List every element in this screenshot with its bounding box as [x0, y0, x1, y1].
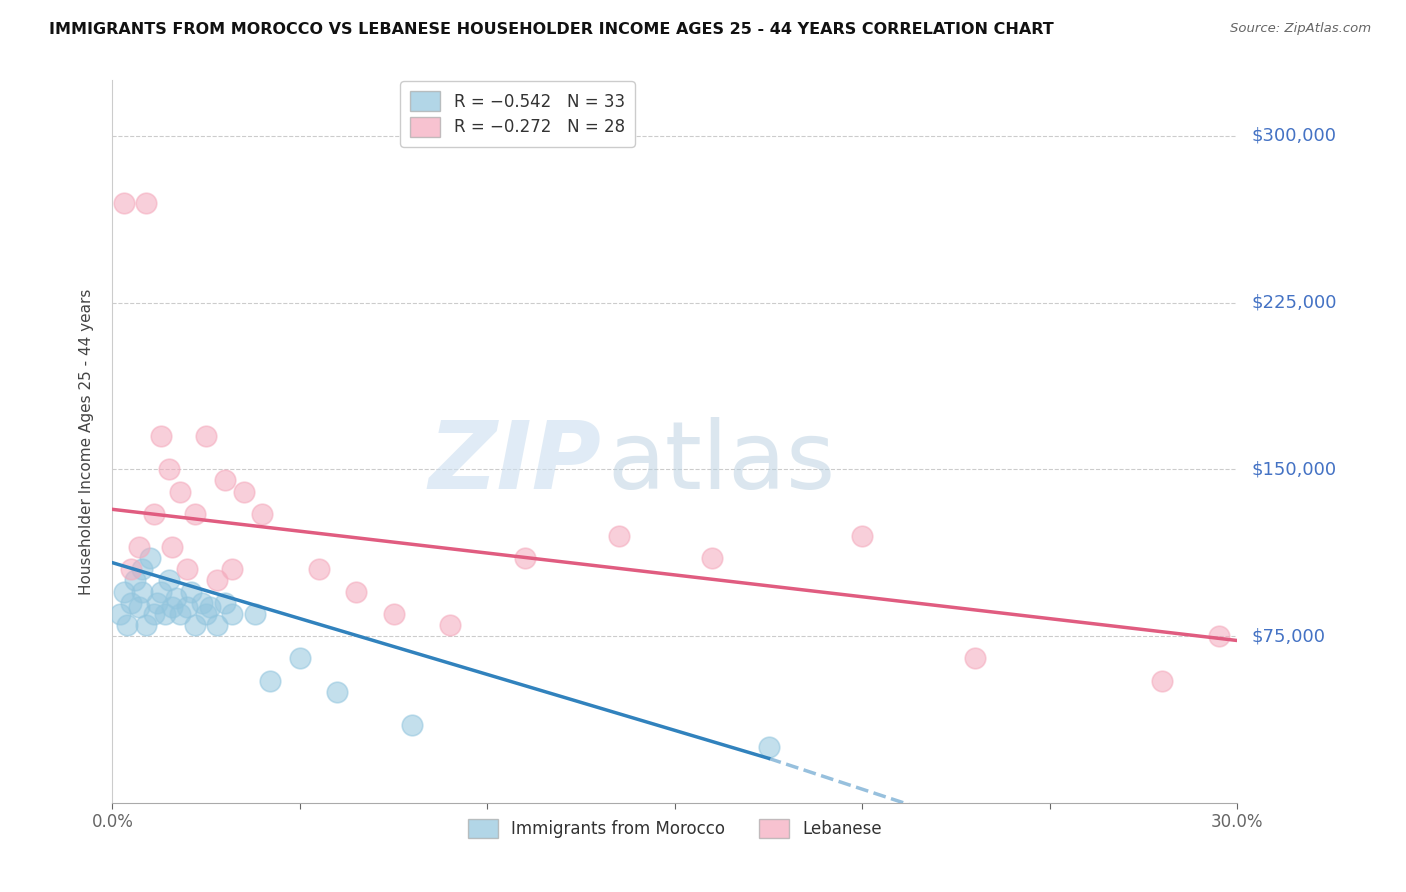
Point: [195, 429, 218, 443]
Point: [162, 600, 184, 615]
Text: ZIP: ZIP: [429, 417, 602, 509]
Point: [150, 429, 173, 443]
Point: [326, 684, 349, 698]
Point: [401, 718, 423, 732]
Point: [142, 507, 165, 521]
Point: [135, 195, 157, 210]
Point: [232, 484, 254, 499]
Point: [184, 507, 207, 521]
Point: [184, 618, 207, 632]
Point: [439, 618, 461, 632]
Point: [131, 562, 153, 576]
Text: $300,000: $300,000: [1251, 127, 1336, 145]
Point: [120, 596, 142, 610]
Point: [157, 574, 180, 588]
Text: $150,000: $150,000: [1251, 460, 1336, 478]
Point: [513, 551, 536, 566]
Point: [1208, 629, 1230, 643]
Point: [259, 673, 281, 688]
Point: [124, 574, 146, 588]
Y-axis label: Householder Income Ages 25 - 44 years: Householder Income Ages 25 - 44 years: [79, 288, 94, 595]
Point: [221, 607, 243, 621]
Point: [135, 618, 157, 632]
Point: [112, 584, 135, 599]
Point: [157, 462, 180, 476]
Point: [112, 195, 135, 210]
Text: $225,000: $225,000: [1251, 293, 1337, 311]
Point: [165, 591, 187, 606]
Point: [108, 607, 131, 621]
Point: [176, 600, 198, 615]
Point: [176, 562, 198, 576]
Point: [243, 607, 266, 621]
Point: [131, 584, 153, 599]
Point: [1152, 673, 1174, 688]
Text: $75,000: $75,000: [1251, 627, 1326, 645]
Point: [252, 507, 274, 521]
Point: [214, 474, 236, 488]
Point: [139, 551, 162, 566]
Point: [607, 529, 630, 543]
Point: [169, 607, 191, 621]
Point: [142, 607, 165, 621]
Point: [120, 562, 142, 576]
Point: [162, 540, 184, 554]
Point: [214, 596, 236, 610]
Point: [702, 551, 724, 566]
Point: [191, 596, 214, 610]
Text: Source: ZipAtlas.com: Source: ZipAtlas.com: [1230, 22, 1371, 36]
Point: [851, 529, 873, 543]
Point: [153, 607, 176, 621]
Point: [758, 740, 780, 755]
Point: [207, 574, 229, 588]
Point: [117, 618, 139, 632]
Point: [382, 607, 405, 621]
Point: [146, 596, 169, 610]
Point: [308, 562, 330, 576]
Point: [963, 651, 986, 665]
Point: [221, 562, 243, 576]
Point: [169, 484, 191, 499]
Point: [150, 584, 173, 599]
Point: [128, 540, 150, 554]
Point: [198, 600, 221, 615]
Point: [180, 584, 202, 599]
Legend: Immigrants from Morocco, Lebanese: Immigrants from Morocco, Lebanese: [461, 813, 889, 845]
Point: [288, 651, 311, 665]
Point: [344, 584, 367, 599]
Text: atlas: atlas: [607, 417, 835, 509]
Point: [128, 600, 150, 615]
Point: [195, 607, 218, 621]
Text: IMMIGRANTS FROM MOROCCO VS LEBANESE HOUSEHOLDER INCOME AGES 25 - 44 YEARS CORREL: IMMIGRANTS FROM MOROCCO VS LEBANESE HOUS…: [49, 22, 1054, 37]
Point: [207, 618, 229, 632]
